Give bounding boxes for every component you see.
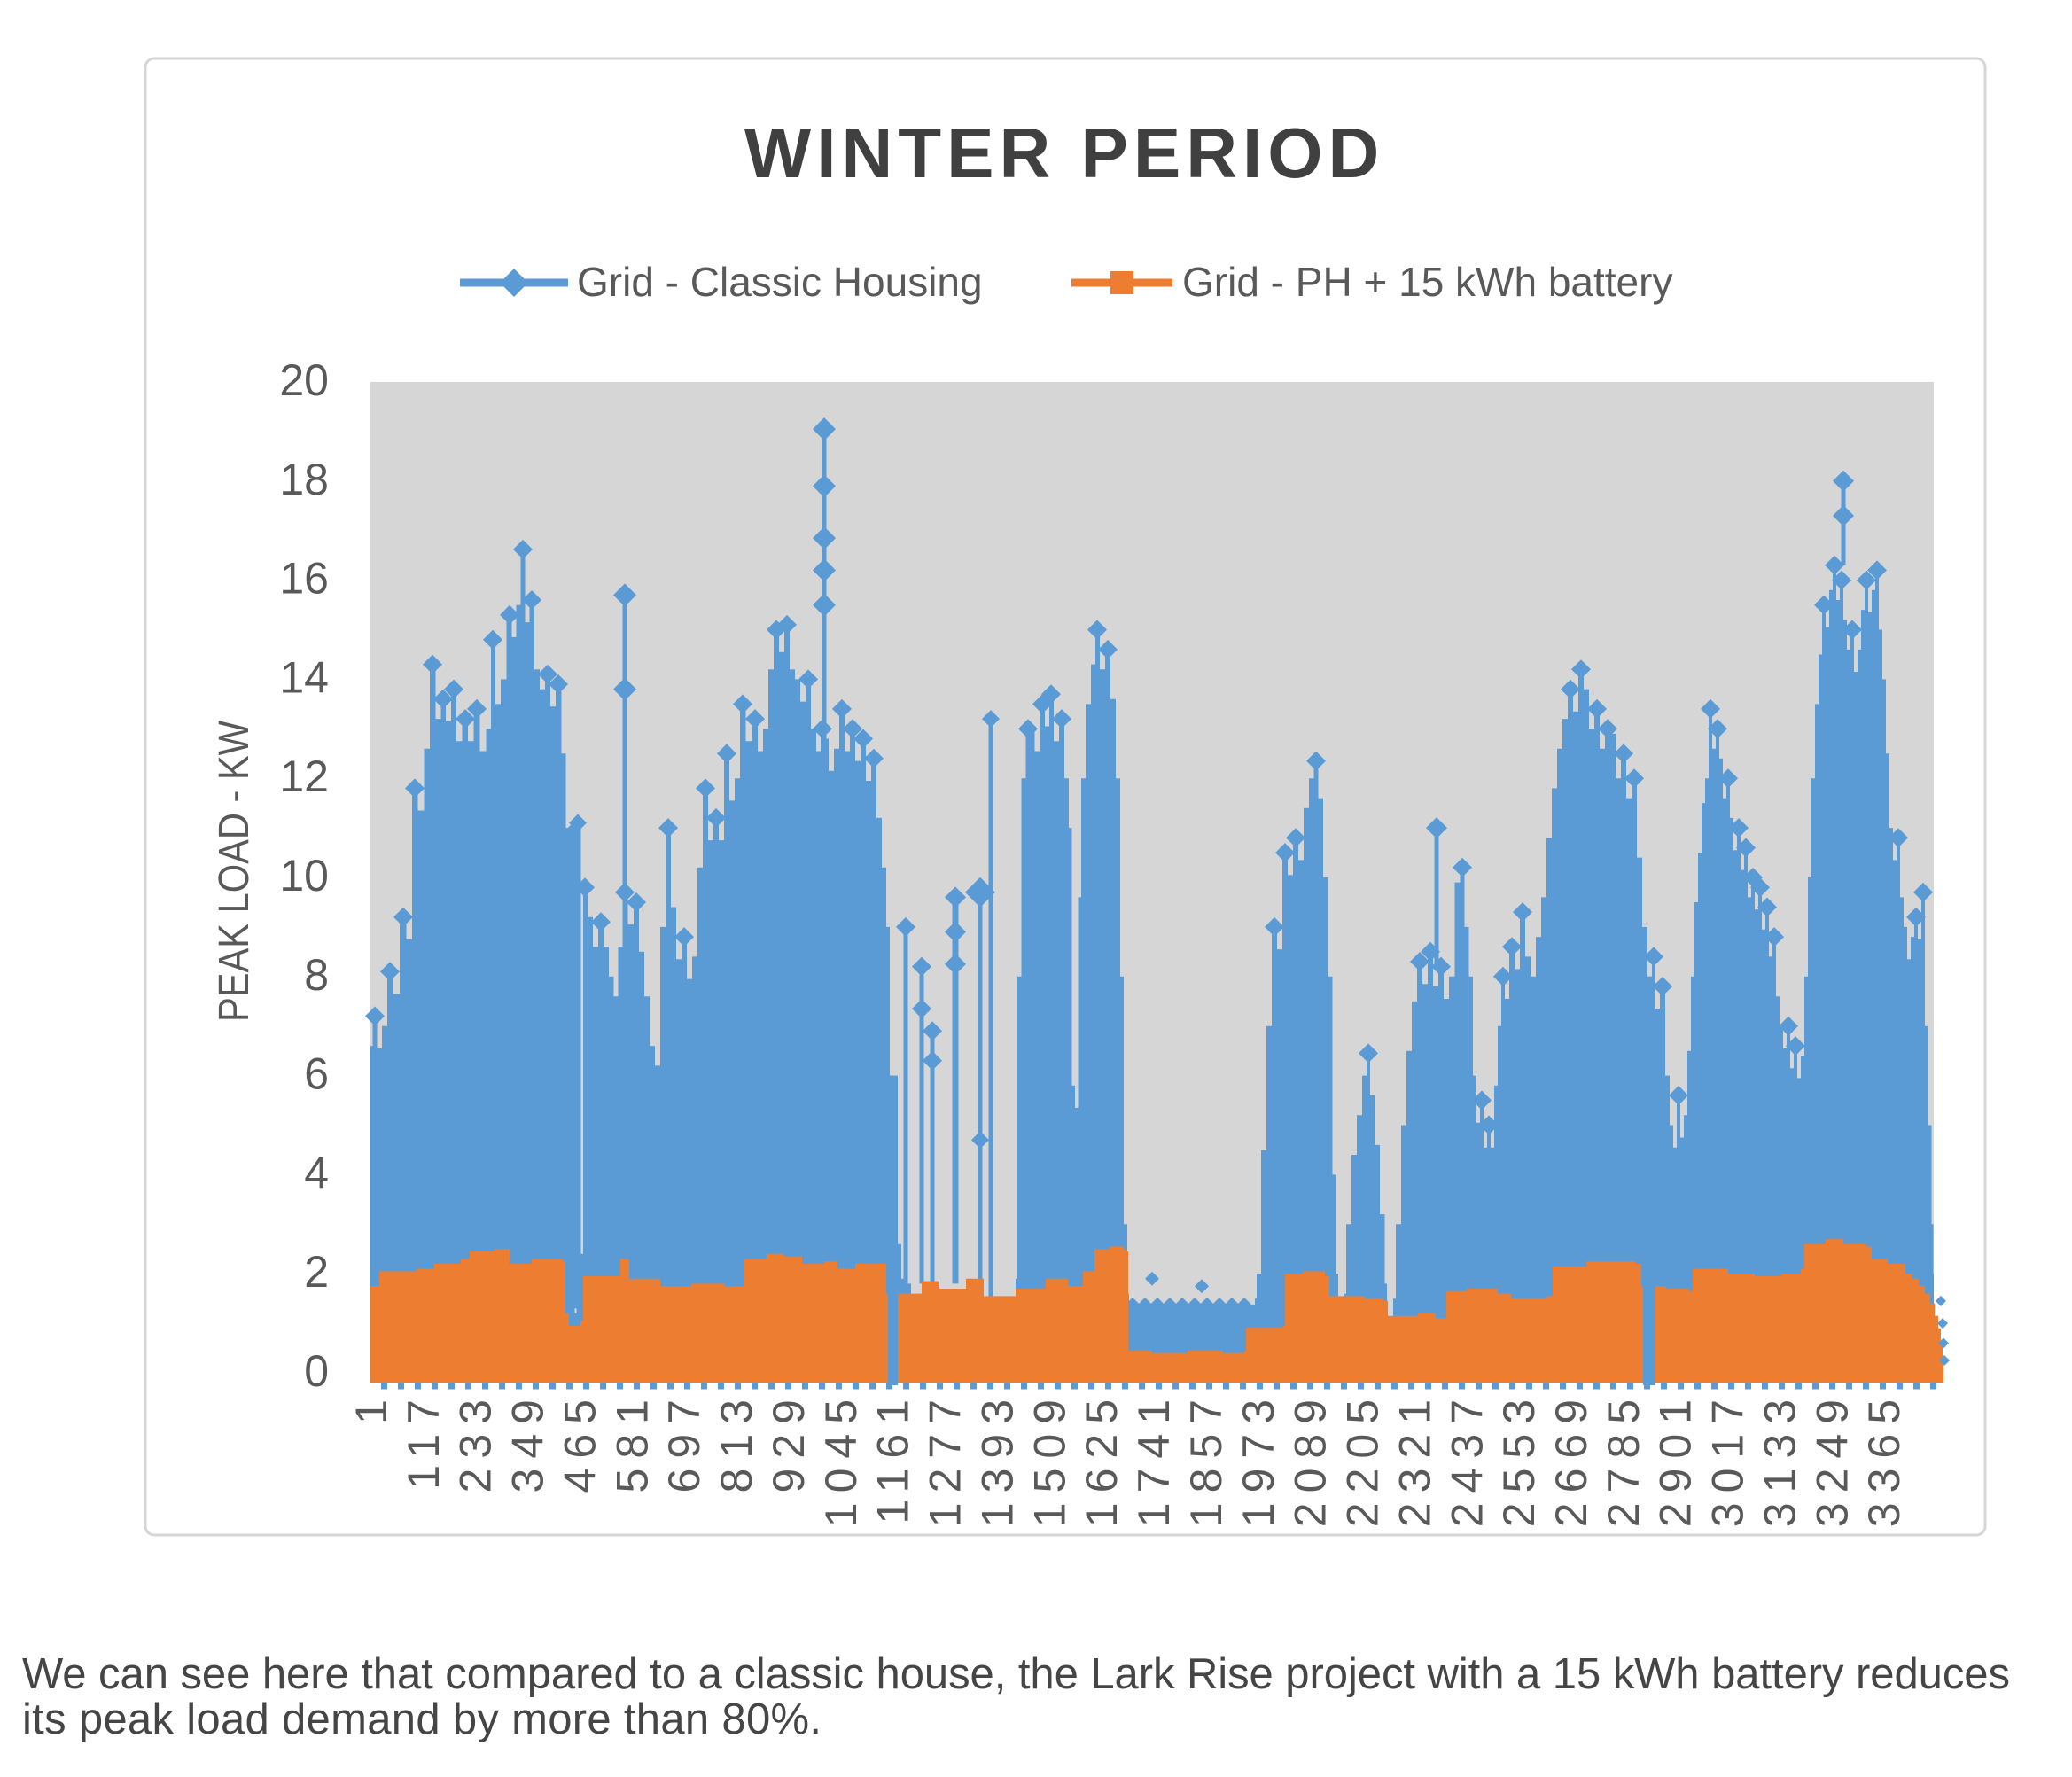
svg-text:8: 8 bbox=[304, 950, 329, 1000]
svg-text:1045: 1045 bbox=[816, 1390, 866, 1527]
svg-text:1625: 1625 bbox=[1077, 1390, 1126, 1527]
svg-text:1393: 1393 bbox=[972, 1390, 1022, 1527]
svg-text:1741: 1741 bbox=[1129, 1390, 1179, 1527]
svg-text:WINTER PERIOD: WINTER PERIOD bbox=[744, 113, 1384, 192]
svg-text:its peak load demand by more t: its peak load demand by more than 80%. bbox=[22, 1695, 822, 1743]
svg-text:12: 12 bbox=[279, 752, 329, 801]
svg-text:Grid - Classic Housing: Grid - Classic Housing bbox=[577, 259, 983, 305]
svg-text:2437: 2437 bbox=[1442, 1390, 1492, 1527]
svg-text:465: 465 bbox=[556, 1390, 605, 1493]
svg-text:2321: 2321 bbox=[1390, 1390, 1439, 1527]
svg-text:4: 4 bbox=[304, 1148, 329, 1197]
svg-text:581: 581 bbox=[607, 1390, 657, 1493]
svg-text:2785: 2785 bbox=[1599, 1390, 1648, 1527]
svg-text:1973: 1973 bbox=[1234, 1390, 1283, 1527]
svg-text:2669: 2669 bbox=[1546, 1390, 1596, 1527]
svg-text:349: 349 bbox=[503, 1390, 553, 1493]
svg-text:2901: 2901 bbox=[1651, 1390, 1701, 1527]
svg-text:We can see here that compared: We can see here that compared to a class… bbox=[22, 1650, 2010, 1698]
svg-text:1277: 1277 bbox=[921, 1390, 970, 1527]
svg-text:6: 6 bbox=[304, 1049, 329, 1099]
svg-text:PEAK LOAD - KW: PEAK LOAD - KW bbox=[211, 720, 258, 1022]
svg-text:3133: 3133 bbox=[1756, 1390, 1805, 1527]
svg-text:2: 2 bbox=[304, 1247, 329, 1297]
svg-text:2205: 2205 bbox=[1338, 1390, 1388, 1527]
svg-text:0: 0 bbox=[304, 1346, 329, 1396]
svg-text:3249: 3249 bbox=[1807, 1390, 1857, 1527]
svg-text:929: 929 bbox=[764, 1390, 814, 1493]
svg-text:697: 697 bbox=[659, 1390, 709, 1493]
svg-text:1161: 1161 bbox=[869, 1390, 918, 1524]
svg-text:3017: 3017 bbox=[1703, 1390, 1753, 1527]
svg-text:117: 117 bbox=[399, 1390, 448, 1490]
svg-text:16: 16 bbox=[279, 554, 329, 604]
svg-text:3365: 3365 bbox=[1859, 1390, 1909, 1527]
svg-text:1857: 1857 bbox=[1181, 1390, 1231, 1527]
svg-text:18: 18 bbox=[279, 455, 329, 504]
svg-text:813: 813 bbox=[712, 1390, 761, 1493]
svg-text:Grid - PH + 15 kWh battery: Grid - PH + 15 kWh battery bbox=[1182, 259, 1672, 305]
svg-text:10: 10 bbox=[279, 851, 329, 900]
svg-text:14: 14 bbox=[279, 652, 329, 702]
svg-text:20: 20 bbox=[279, 355, 329, 405]
svg-text:2089: 2089 bbox=[1286, 1390, 1336, 1527]
svg-text:2553: 2553 bbox=[1494, 1390, 1544, 1527]
svg-text:233: 233 bbox=[451, 1390, 501, 1493]
svg-text:1: 1 bbox=[347, 1390, 396, 1424]
svg-text:1509: 1509 bbox=[1024, 1390, 1074, 1527]
